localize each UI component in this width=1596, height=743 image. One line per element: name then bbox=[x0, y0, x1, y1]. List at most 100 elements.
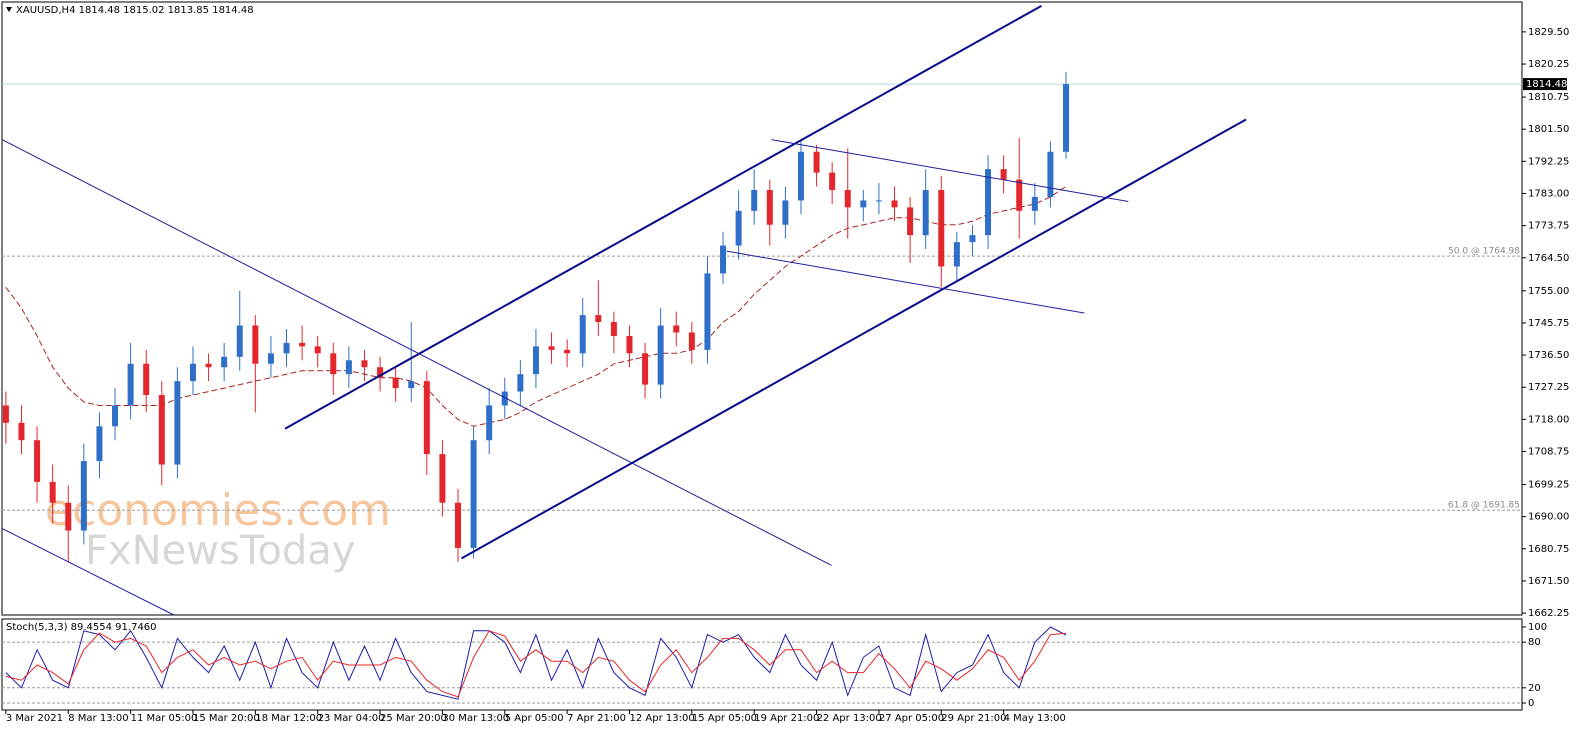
candle-body bbox=[782, 200, 789, 225]
candle-body bbox=[688, 332, 695, 350]
x-tick-label: 8 Mar 13:00 bbox=[68, 713, 128, 724]
candle-body bbox=[985, 169, 992, 236]
candle-body bbox=[1063, 84, 1069, 152]
y-tick-label: 1764.50 bbox=[1528, 253, 1569, 264]
candle-body bbox=[330, 353, 337, 375]
candle-body bbox=[361, 360, 368, 368]
candle-body bbox=[922, 190, 929, 236]
candle-body bbox=[548, 346, 555, 350]
candle-body bbox=[252, 325, 259, 364]
candle-body bbox=[423, 381, 430, 455]
x-tick-label: 15 Apr 05:00 bbox=[692, 713, 757, 724]
y-tick-label: 1801.50 bbox=[1528, 124, 1569, 135]
x-tick-label: 12 Apr 13:00 bbox=[629, 713, 694, 724]
candle-body bbox=[49, 481, 56, 503]
trendline bbox=[461, 118, 1247, 560]
candle-body bbox=[891, 200, 898, 208]
chart-title: XAUUSD,H4 1814.48 1815.02 1813.85 1814.4… bbox=[16, 5, 254, 16]
trendline bbox=[726, 250, 1085, 314]
candle-body bbox=[1047, 151, 1054, 197]
candle-body bbox=[938, 190, 945, 267]
x-tick-label: 11 Mar 05:00 bbox=[131, 713, 198, 724]
y-tick-label: 1773.75 bbox=[1528, 221, 1569, 232]
candle-body bbox=[127, 363, 134, 406]
x-tick-label: 29 Apr 21:00 bbox=[941, 713, 1006, 724]
stoch-title: Stoch(5,3,3) 89.4554 91.7460 bbox=[6, 622, 157, 633]
x-tick-label: 19 Apr 21:00 bbox=[754, 713, 819, 724]
candle-body bbox=[314, 346, 321, 354]
candle-body bbox=[455, 502, 461, 548]
candle-body bbox=[236, 325, 243, 357]
x-tick-label: 25 Mar 20:00 bbox=[380, 713, 447, 724]
candle-body bbox=[1000, 169, 1007, 180]
x-tick-label: 5 Apr 05:00 bbox=[505, 713, 564, 724]
candle-body bbox=[65, 502, 72, 531]
candle-body bbox=[969, 235, 976, 243]
y-tick-label: 20 bbox=[1528, 683, 1541, 694]
y-tick-label: 1792.25 bbox=[1528, 156, 1569, 167]
y-tick-label: 1727.25 bbox=[1528, 382, 1569, 393]
y-tick-label: 1755.00 bbox=[1528, 286, 1569, 297]
fib-label: 61.8 @ 1691.85 bbox=[1448, 501, 1520, 511]
candle-body bbox=[486, 405, 493, 441]
candle-body bbox=[80, 461, 87, 531]
y-tick-label: 80 bbox=[1528, 637, 1541, 648]
candle-body bbox=[143, 363, 150, 396]
candle-body bbox=[766, 190, 773, 225]
y-tick-label: 1708.75 bbox=[1528, 446, 1569, 457]
y-tick-label: 1718.00 bbox=[1528, 414, 1569, 425]
x-tick-label: 22 Apr 13:00 bbox=[817, 713, 882, 724]
y-tick-label: 1662.25 bbox=[1528, 608, 1569, 619]
candle-body bbox=[221, 356, 228, 368]
candle-body bbox=[408, 381, 415, 389]
candle-body bbox=[205, 363, 212, 368]
candle-body bbox=[392, 377, 399, 389]
candle-body bbox=[907, 207, 914, 236]
candle-body bbox=[704, 273, 711, 350]
candle-body bbox=[267, 353, 274, 364]
candle-body bbox=[1031, 196, 1038, 211]
candle-body bbox=[829, 172, 836, 191]
x-tick-label: 3 Mar 2021 bbox=[6, 713, 63, 724]
candle-body bbox=[2, 405, 9, 423]
symbol-arrow bbox=[6, 7, 12, 12]
stoch-pane bbox=[1, 618, 1523, 711]
candle-body bbox=[844, 190, 851, 208]
y-tick-label: 1829.50 bbox=[1528, 27, 1569, 38]
y-tick-label: 1680.75 bbox=[1528, 544, 1569, 555]
fib-label: 50.0 @ 1764.98 bbox=[1448, 247, 1520, 257]
candle-body bbox=[579, 315, 586, 354]
y-tick-label: 0 bbox=[1528, 698, 1534, 709]
trendline bbox=[771, 139, 1129, 202]
candle-body bbox=[626, 335, 633, 354]
x-tick-label: 7 Apr 21:00 bbox=[567, 713, 626, 724]
y-tick-label: 1820.25 bbox=[1528, 59, 1569, 70]
main-pane bbox=[1, 1, 1523, 616]
candle-body bbox=[470, 440, 477, 548]
candle-body bbox=[439, 454, 446, 503]
candle-body bbox=[657, 325, 664, 385]
candle-body bbox=[720, 245, 727, 274]
stoch-line bbox=[5, 626, 1067, 700]
candle-body bbox=[673, 325, 680, 333]
candle-body bbox=[345, 360, 352, 375]
y-tick-label: 1671.50 bbox=[1528, 576, 1569, 587]
candle-body bbox=[299, 342, 306, 347]
watermark: FxNewsToday bbox=[85, 528, 355, 574]
candle-body bbox=[112, 405, 119, 427]
x-tick-label: 23 Mar 04:00 bbox=[318, 713, 385, 724]
candle-body bbox=[377, 367, 384, 378]
candle-body bbox=[501, 391, 508, 406]
last-price-box bbox=[1523, 78, 1567, 91]
candle-body bbox=[953, 242, 960, 267]
x-tick-label: 30 Mar 13:00 bbox=[442, 713, 509, 724]
stoch-line bbox=[5, 630, 1067, 698]
y-tick-label: 1783.00 bbox=[1528, 188, 1569, 199]
trendline bbox=[1, 528, 175, 616]
trendline bbox=[1, 139, 832, 566]
candle-body bbox=[158, 395, 165, 465]
y-tick-label: 1736.50 bbox=[1528, 350, 1569, 361]
candle-body bbox=[283, 342, 290, 354]
